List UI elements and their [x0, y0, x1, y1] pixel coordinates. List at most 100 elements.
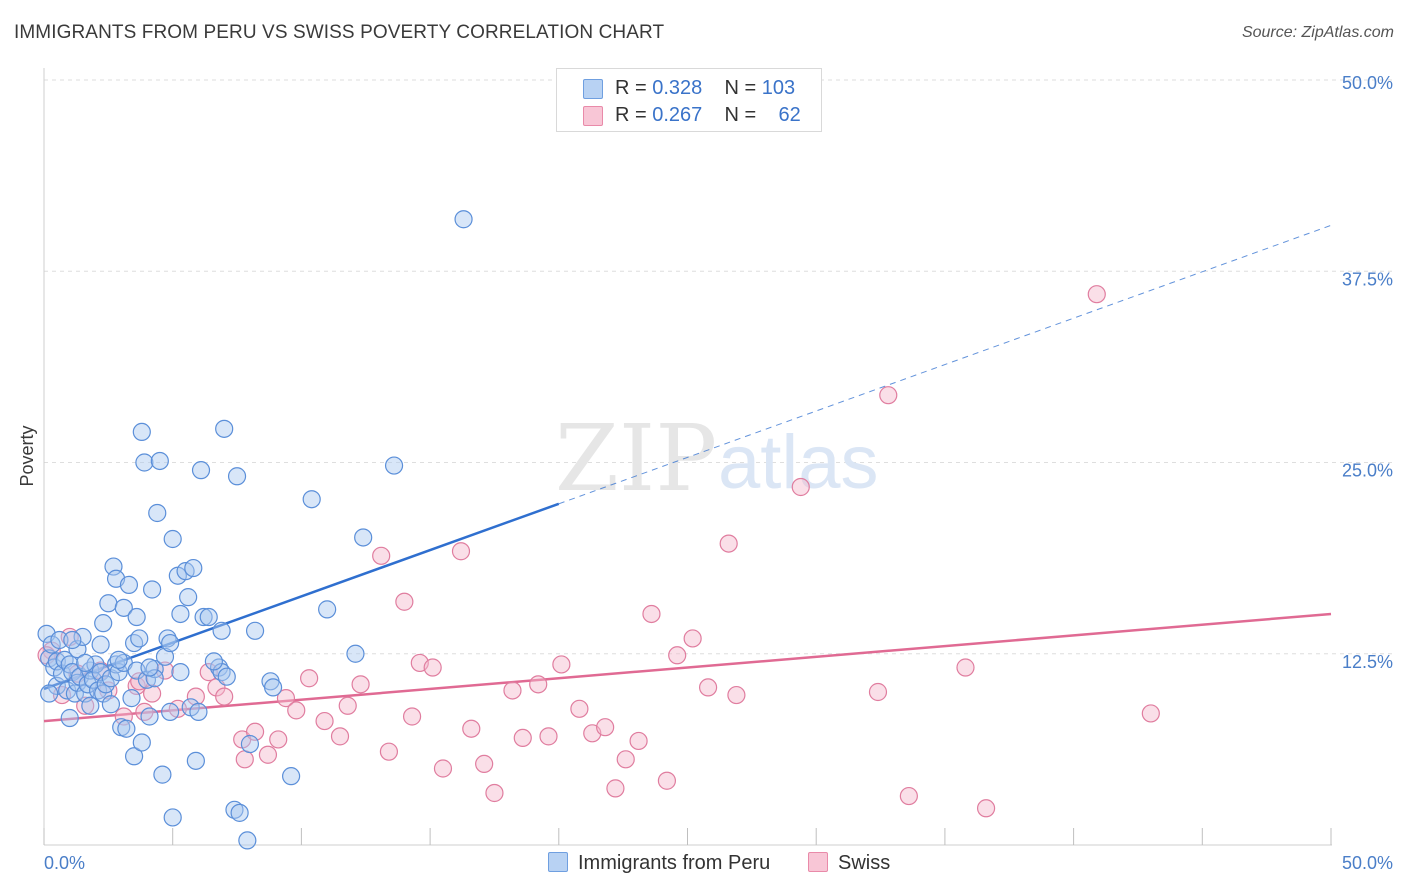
peru-point [194, 607, 213, 627]
swiss-point [529, 675, 548, 694]
peru-point [191, 461, 211, 480]
peru-point [240, 734, 260, 754]
peru-point [124, 747, 144, 766]
swiss-point [513, 728, 532, 748]
peru-point [318, 600, 337, 619]
peru-point [227, 467, 247, 486]
swiss-point [719, 534, 738, 553]
peru-point [119, 575, 139, 595]
swiss-legend-swatch [808, 852, 828, 872]
peru-point [150, 451, 169, 471]
swiss-point [868, 682, 888, 702]
source-label: Source: ZipAtlas.com [1241, 24, 1394, 41]
swiss-point [485, 783, 504, 803]
peru-point [215, 419, 234, 438]
peru-n-value: 103 [761, 77, 796, 99]
trend-lines [43, 224, 1332, 723]
swiss-point [1087, 285, 1106, 304]
peru-point [184, 558, 203, 578]
peru-point [145, 669, 164, 688]
peru-point [63, 630, 82, 650]
peru-point [99, 594, 118, 613]
y-axis-label: Poverty [17, 425, 37, 486]
peru-point [161, 633, 180, 653]
y-tick-label: 12.5% [1342, 652, 1393, 672]
peru-point [94, 614, 113, 633]
peru-point [171, 663, 190, 682]
swiss-point [596, 718, 615, 737]
swiss-point [791, 477, 810, 497]
swiss-point [199, 663, 218, 682]
peru-legend-label: Immigrants from Peru [578, 852, 771, 874]
swiss-point [372, 546, 391, 565]
swiss-point [879, 386, 898, 405]
swiss-point [899, 786, 918, 806]
peru-point [117, 719, 136, 738]
swiss-point [235, 750, 254, 769]
swiss-point [269, 730, 288, 749]
swiss-point [130, 672, 149, 691]
swiss-n-value: 62 [778, 104, 801, 126]
swiss-point [462, 719, 481, 738]
peru-point [132, 733, 151, 752]
swiss-point [552, 655, 571, 674]
x-tick-label-start: 0.0% [44, 853, 85, 873]
swiss-point [629, 731, 648, 751]
peru-point [225, 800, 244, 819]
swiss-point [258, 745, 278, 764]
swiss-point [976, 799, 996, 818]
swiss-point [956, 658, 975, 677]
peru-point [76, 653, 95, 673]
swiss-point [379, 742, 399, 761]
peru-points [37, 210, 473, 850]
swiss-point [642, 604, 661, 624]
peru-point [155, 647, 175, 666]
peru-point [171, 604, 190, 624]
peru-point [230, 803, 249, 822]
swiss-point [186, 687, 205, 706]
swiss-point [570, 699, 589, 718]
peru-point [454, 210, 473, 229]
bottom-legend-swiss: Swiss [808, 852, 890, 875]
swiss-point [451, 542, 471, 561]
swiss-point [616, 750, 635, 769]
peru-point [60, 708, 79, 728]
r-label: R = [615, 77, 647, 99]
peru-trend-extension [558, 224, 1332, 505]
peru-legend-swatch [548, 852, 568, 872]
peru-point [122, 689, 141, 708]
peru-point [81, 696, 100, 715]
swiss-point [657, 771, 677, 790]
swiss-point [423, 658, 442, 677]
swiss-point [276, 689, 296, 708]
peru-point [73, 627, 92, 647]
peru-point [384, 456, 404, 475]
bottom-legend-peru: Immigrants from Peru [548, 852, 770, 875]
tick-labels: 12.5% 25.0% 37.5% 50.0% 0.0% 50.0% [44, 73, 1393, 873]
peru-point [217, 667, 236, 686]
swiss-point [395, 592, 414, 611]
swiss-point [287, 701, 306, 720]
peru-point [346, 644, 365, 663]
peru-point [50, 630, 69, 650]
peru-point [161, 702, 180, 721]
peru-point [163, 529, 182, 549]
n-label: N = [724, 77, 757, 99]
peru-point [245, 621, 265, 640]
swiss-swatch [583, 106, 603, 126]
swiss-point [503, 681, 522, 700]
y-tick-label: 50.0% [1342, 73, 1393, 93]
watermark: ZIP atlas [555, 405, 879, 512]
peru-point [263, 678, 283, 697]
peru-trend-line [43, 502, 560, 691]
swiss-point [300, 669, 319, 688]
swiss-point [727, 685, 746, 705]
peru-point [204, 652, 223, 671]
peru-swatch [583, 79, 603, 99]
swiss-point [606, 779, 625, 798]
peru-point [238, 831, 257, 850]
y-tick-label: 37.5% [1342, 269, 1393, 289]
watermark-zip: ZIP [555, 405, 717, 512]
peru-point [143, 580, 162, 599]
peru-point [199, 607, 218, 627]
